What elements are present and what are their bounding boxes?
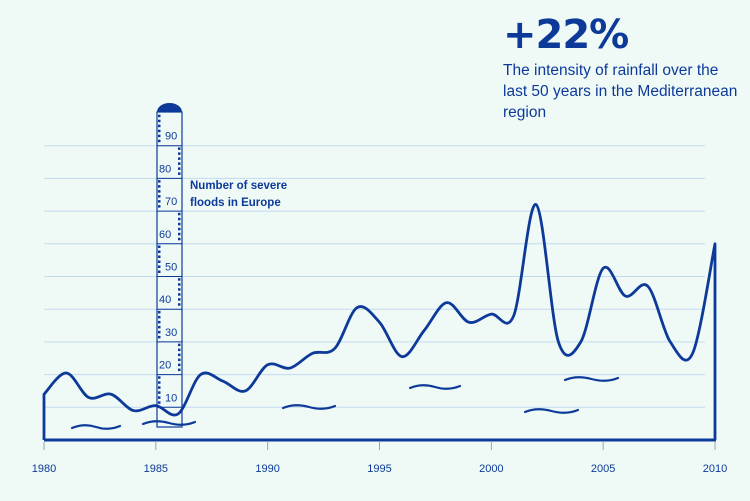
ruler-minor-tick xyxy=(158,205,161,208)
ruler-minor-tick xyxy=(178,162,181,165)
ruler-minor-tick xyxy=(178,217,181,221)
ruler-minor-tick xyxy=(158,119,161,123)
ruler-minor-tick xyxy=(158,386,161,389)
ruler-minor-tick xyxy=(158,391,161,394)
ruler-minor-tick xyxy=(178,232,181,236)
gridlines xyxy=(44,145,705,408)
series-label: Number of severe floods in Europe xyxy=(190,180,288,209)
ruler-minor-tick xyxy=(178,303,181,306)
ruler-minor-tick xyxy=(158,265,161,268)
x-tick-label: 2000 xyxy=(479,463,503,475)
wave-icon xyxy=(70,424,122,430)
ruler-minor-tick xyxy=(158,255,161,258)
ruler-minor-tick xyxy=(178,293,181,296)
ruler-tick-label: 40 xyxy=(159,294,171,306)
ruler-tick-label: 90 xyxy=(165,131,177,143)
ruler-minor-tick xyxy=(178,343,181,347)
ruler-minor-tick xyxy=(158,381,161,384)
ruler-minor-tick xyxy=(158,245,161,248)
ruler-minor-tick xyxy=(158,195,161,198)
ruler-tick-label: 50 xyxy=(165,262,177,274)
ruler-minor-tick xyxy=(178,278,181,281)
ruler-minor-tick xyxy=(178,222,181,226)
ruler-minor-tick xyxy=(158,180,161,183)
ruler-cap xyxy=(157,103,182,112)
ruler-minor-tick xyxy=(178,237,181,241)
x-tick-label: 2010 xyxy=(703,463,727,475)
ruler-tick-label: 20 xyxy=(159,360,171,372)
ruler-minor-tick xyxy=(178,288,181,291)
ruler-minor-tick xyxy=(178,172,181,175)
ruler-minor-tick xyxy=(158,250,161,253)
x-tick-label: 1985 xyxy=(144,463,168,475)
ruler-minor-tick xyxy=(178,298,181,301)
ruler-minor-tick xyxy=(178,358,181,362)
ruler-minor-tick xyxy=(178,212,181,216)
wave-icon xyxy=(408,384,462,390)
x-axis: 1980 1985 1990 1995 2000 2005 2010 xyxy=(32,438,727,475)
headline-value: +22% xyxy=(503,12,629,58)
ruler-minor-tick xyxy=(158,185,161,188)
ruler-minor-tick xyxy=(178,167,181,170)
ruler-minor-tick xyxy=(178,152,181,155)
x-tick-label: 2005 xyxy=(591,463,615,475)
ruler-minor-tick xyxy=(158,200,161,203)
ruler-tick-label: 10 xyxy=(165,392,177,404)
ruler-minor-tick xyxy=(178,157,181,160)
wave-icon xyxy=(523,408,580,414)
ruler-minor-tick xyxy=(158,270,161,273)
series-line xyxy=(42,203,717,440)
ruler-tick-label: 30 xyxy=(165,327,177,339)
ruler-minor-tick xyxy=(158,325,161,329)
x-tick-label: 1980 xyxy=(32,463,56,475)
ruler-minor-tick xyxy=(158,134,161,138)
x-tick-label: 1995 xyxy=(367,463,391,475)
ruler-minor-tick xyxy=(158,190,161,193)
wave-icon xyxy=(141,420,197,426)
wave-icon xyxy=(281,404,337,410)
ruler-minor-tick xyxy=(158,310,161,314)
x-tick-label: 1990 xyxy=(255,463,279,475)
ruler-tick-label: 80 xyxy=(159,163,171,175)
ruler-minor-tick xyxy=(178,368,181,372)
ruler-minor-tick xyxy=(158,401,161,404)
ruler-minor-tick xyxy=(158,330,161,334)
ruler-tick-label: 60 xyxy=(159,229,171,241)
wave-icon xyxy=(563,376,620,382)
ruler-minor-tick xyxy=(158,114,161,118)
ruler-minor-tick xyxy=(158,335,161,339)
water-gauge-ruler: 10 20 30 40 50 60 70 80 90 xyxy=(156,103,183,428)
ruler-tick-label: 70 xyxy=(165,196,177,208)
ruler-minor-tick xyxy=(178,348,181,352)
ruler-minor-tick xyxy=(158,320,161,324)
ruler-minor-tick xyxy=(158,396,161,399)
ruler-minor-tick xyxy=(158,315,161,319)
ruler-minor-tick xyxy=(158,260,161,263)
ruler-minor-tick xyxy=(178,363,181,367)
wave-decorations xyxy=(70,376,620,430)
ruler-minor-tick xyxy=(158,124,161,128)
ruler-body xyxy=(156,111,183,428)
ruler-minor-tick xyxy=(158,129,161,133)
ruler-minor-tick xyxy=(178,147,181,150)
ruler-minor-tick xyxy=(178,283,181,286)
ruler-minor-tick xyxy=(158,376,161,379)
ruler-minor-tick xyxy=(178,227,181,231)
flood-count-line xyxy=(42,203,717,440)
headline-description: The intensity of rainfall over the last … xyxy=(503,62,738,121)
ruler-minor-tick xyxy=(178,353,181,357)
ruler-minor-tick xyxy=(158,139,161,143)
